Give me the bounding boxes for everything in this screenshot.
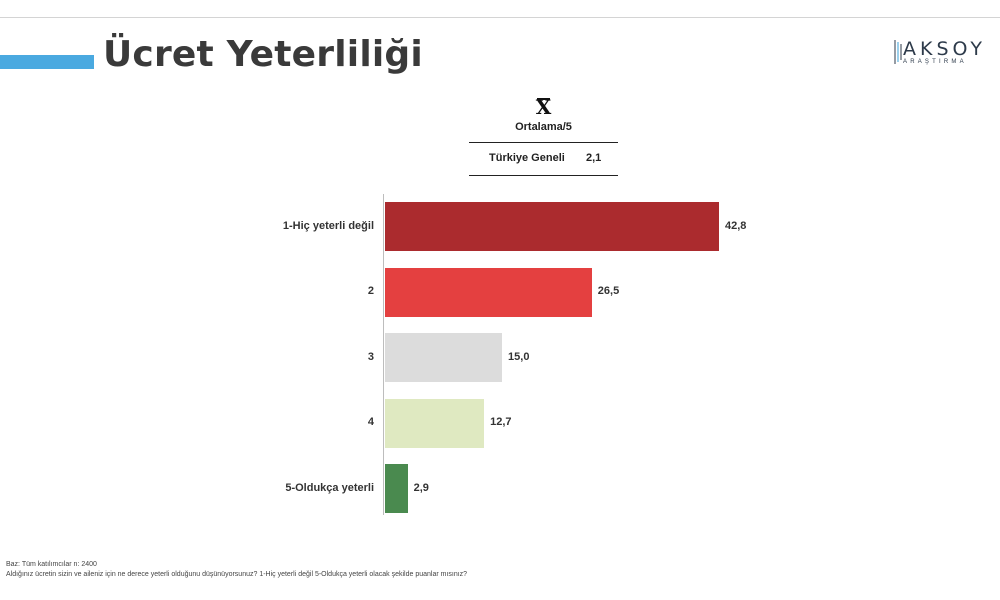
category-label: 3 xyxy=(367,350,374,363)
bar xyxy=(385,267,592,317)
logo-subtext: ARAŞTIRMA xyxy=(903,59,967,65)
summary-row-label: Türkiye Geneli xyxy=(489,152,565,164)
footnote-base: Baz: Tüm katılımcılar n: 2400 xyxy=(6,561,97,568)
bar-value-label: 42,8 xyxy=(725,219,747,232)
mean-label: Ortalama/5 xyxy=(515,121,572,133)
bar-value-label: 2,9 xyxy=(413,481,429,494)
category-label: 5-Oldukça yeterli xyxy=(285,481,374,494)
summary-row-value: 2,1 xyxy=(586,152,602,164)
category-label: 1-Hiç yeterli değil xyxy=(282,219,374,232)
page-title: Ücret Yeterliliği xyxy=(103,34,423,75)
mean-symbol: X xyxy=(535,95,552,119)
summary-bottom-rule xyxy=(469,175,618,176)
footnote-question: Aldığınız ücretin sizin ve aileniz için … xyxy=(6,571,468,578)
bar xyxy=(385,398,485,448)
category-label: 4 xyxy=(367,416,374,428)
logo-text: AKSOY xyxy=(903,38,987,60)
bar-value-label: 12,7 xyxy=(490,416,512,428)
category-axis-line xyxy=(383,194,384,515)
mean-symbol-overline xyxy=(537,98,550,100)
bar xyxy=(385,333,503,382)
category-label: 2 xyxy=(367,285,374,297)
logo-mark-icon xyxy=(894,40,902,64)
summary-top-rule xyxy=(469,142,618,143)
bar xyxy=(385,464,408,513)
title-accent-bar xyxy=(0,55,94,69)
bar-value-label: 26,5 xyxy=(597,285,620,297)
aksoy-logo: AKSOY ARAŞTIRMA xyxy=(893,38,993,68)
bar xyxy=(385,202,719,251)
top-divider xyxy=(0,17,1000,18)
bar-value-label: 15,0 xyxy=(508,350,530,363)
